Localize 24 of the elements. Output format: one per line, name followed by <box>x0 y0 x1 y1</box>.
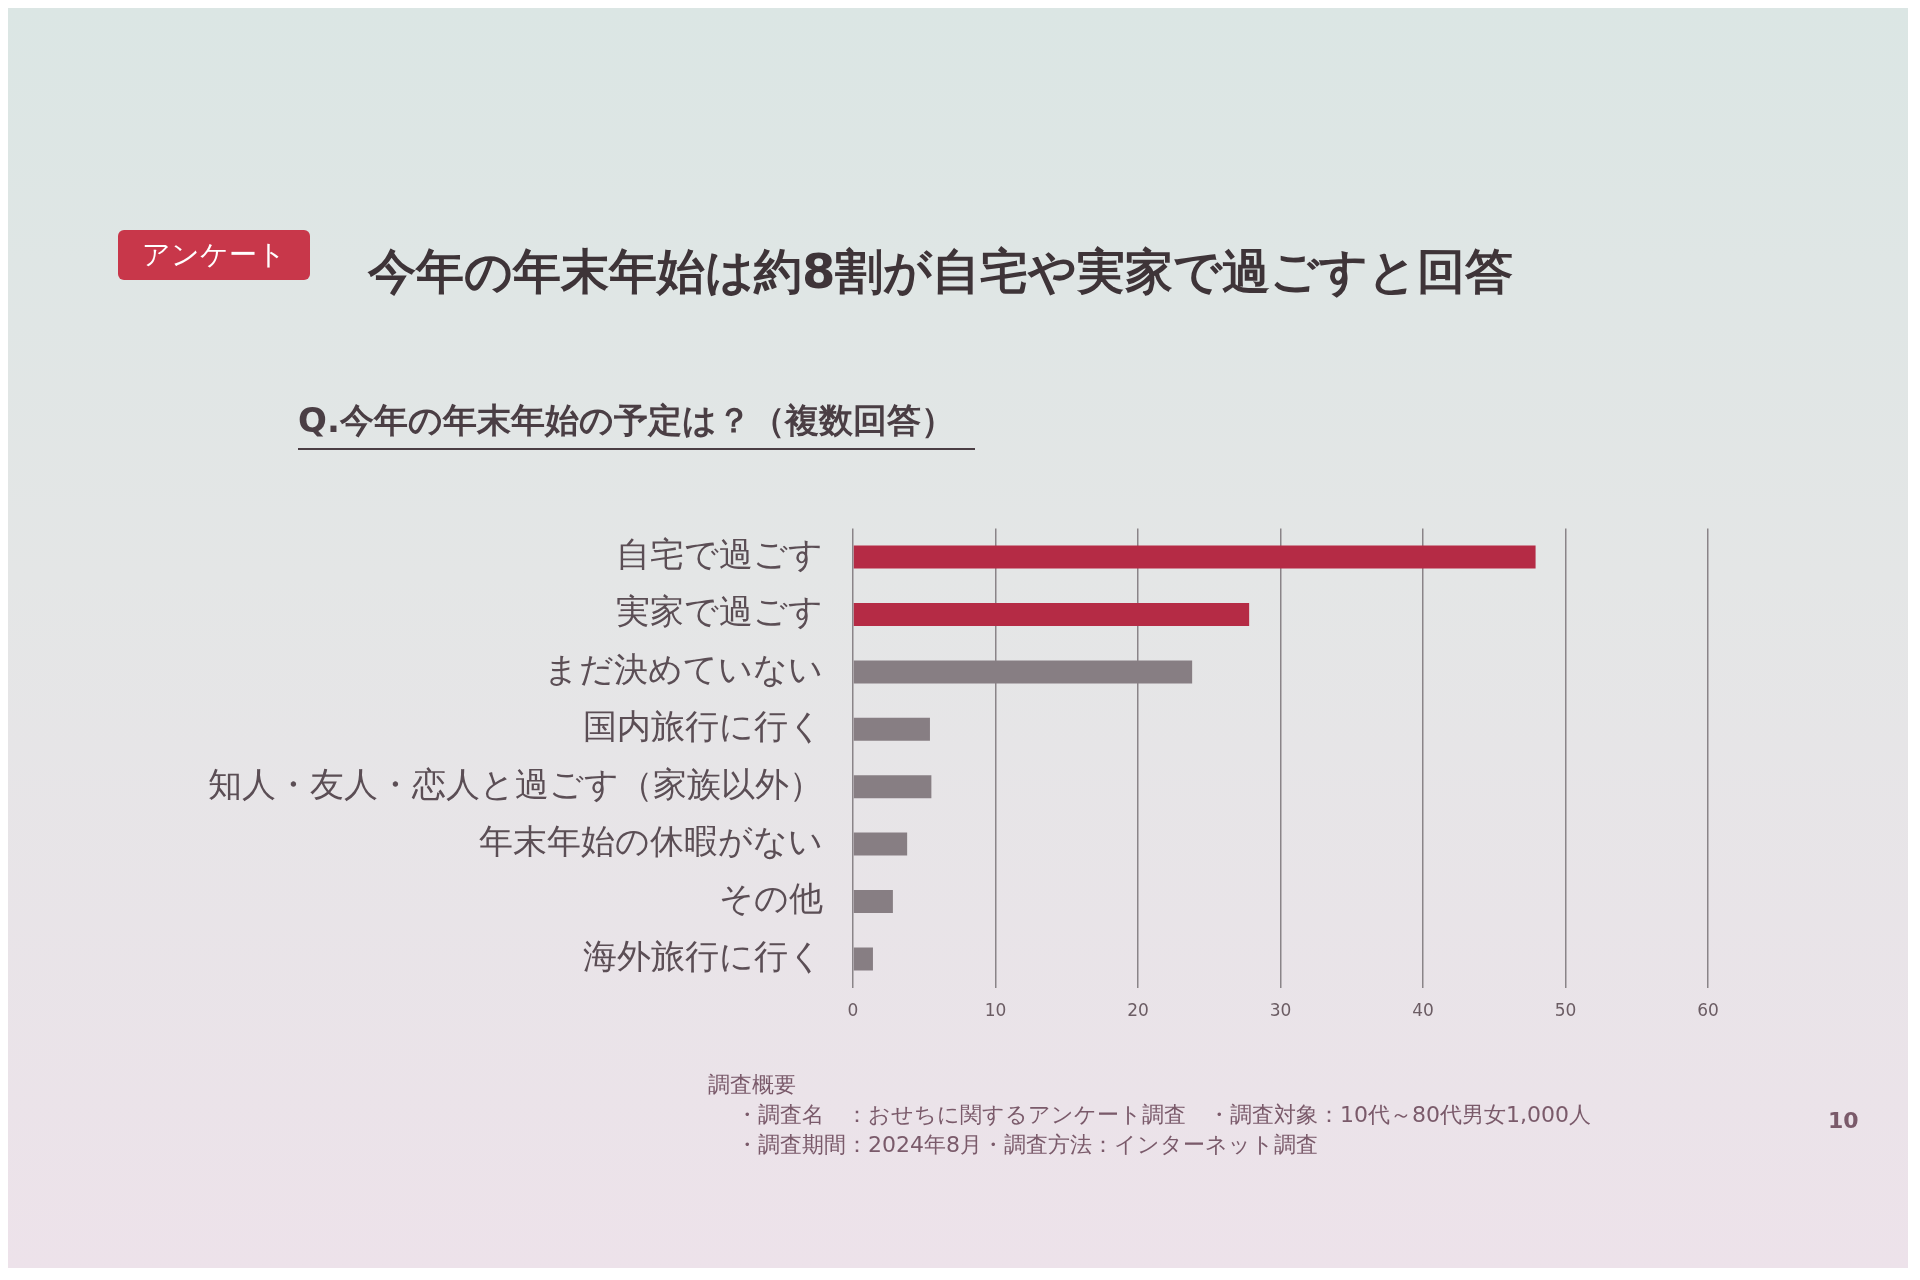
text: 調査概要 <box>708 1071 796 1099</box>
y-tick-label: 自宅で過ごす <box>616 533 823 574</box>
x-tick-label: 30 <box>1269 1000 1292 1021</box>
y-tick-label: 海外旅行に行く <box>583 935 823 976</box>
bar <box>853 603 1250 626</box>
y-tick-label: 知人・友人・恋人と過ごす（家族以外） <box>208 763 823 804</box>
y-tick-label: 実家で過ごす <box>616 591 823 632</box>
text: ・調査名 ：おせちに関するアンケート調査 ・調査対象：10代～80代男女1,000人 <box>736 1101 1591 1129</box>
chart-title: 今年の年末年始は約8割が自宅や実家で過ごすと回答 <box>368 242 1514 301</box>
text: ・調査期間：2024年8月・調査方法：インターネット調査 <box>736 1131 1318 1159</box>
y-tick-label: その他 <box>719 878 823 919</box>
y-tick-label: 年末年始の休暇がない <box>479 820 823 861</box>
x-tick-label: 20 <box>1127 1000 1149 1021</box>
x-tick-label: 50 <box>1554 1000 1577 1021</box>
x-tick-label: 40 <box>1412 1000 1434 1021</box>
text: 10 <box>1828 1108 1859 1133</box>
x-tick-label: 10 <box>984 1000 1007 1021</box>
chart-subtitle: Q.今年の年末年始の予定は？（複数回答） <box>298 398 975 450</box>
y-tick-label: 国内旅行に行く <box>583 706 823 747</box>
y-tick-label: まだ決めていない <box>544 648 823 689</box>
x-tick-label: 60 <box>1697 1000 1719 1021</box>
text: アンケート <box>118 230 310 280</box>
bar <box>853 545 1536 569</box>
x-tick-label: 0 <box>847 1000 859 1021</box>
